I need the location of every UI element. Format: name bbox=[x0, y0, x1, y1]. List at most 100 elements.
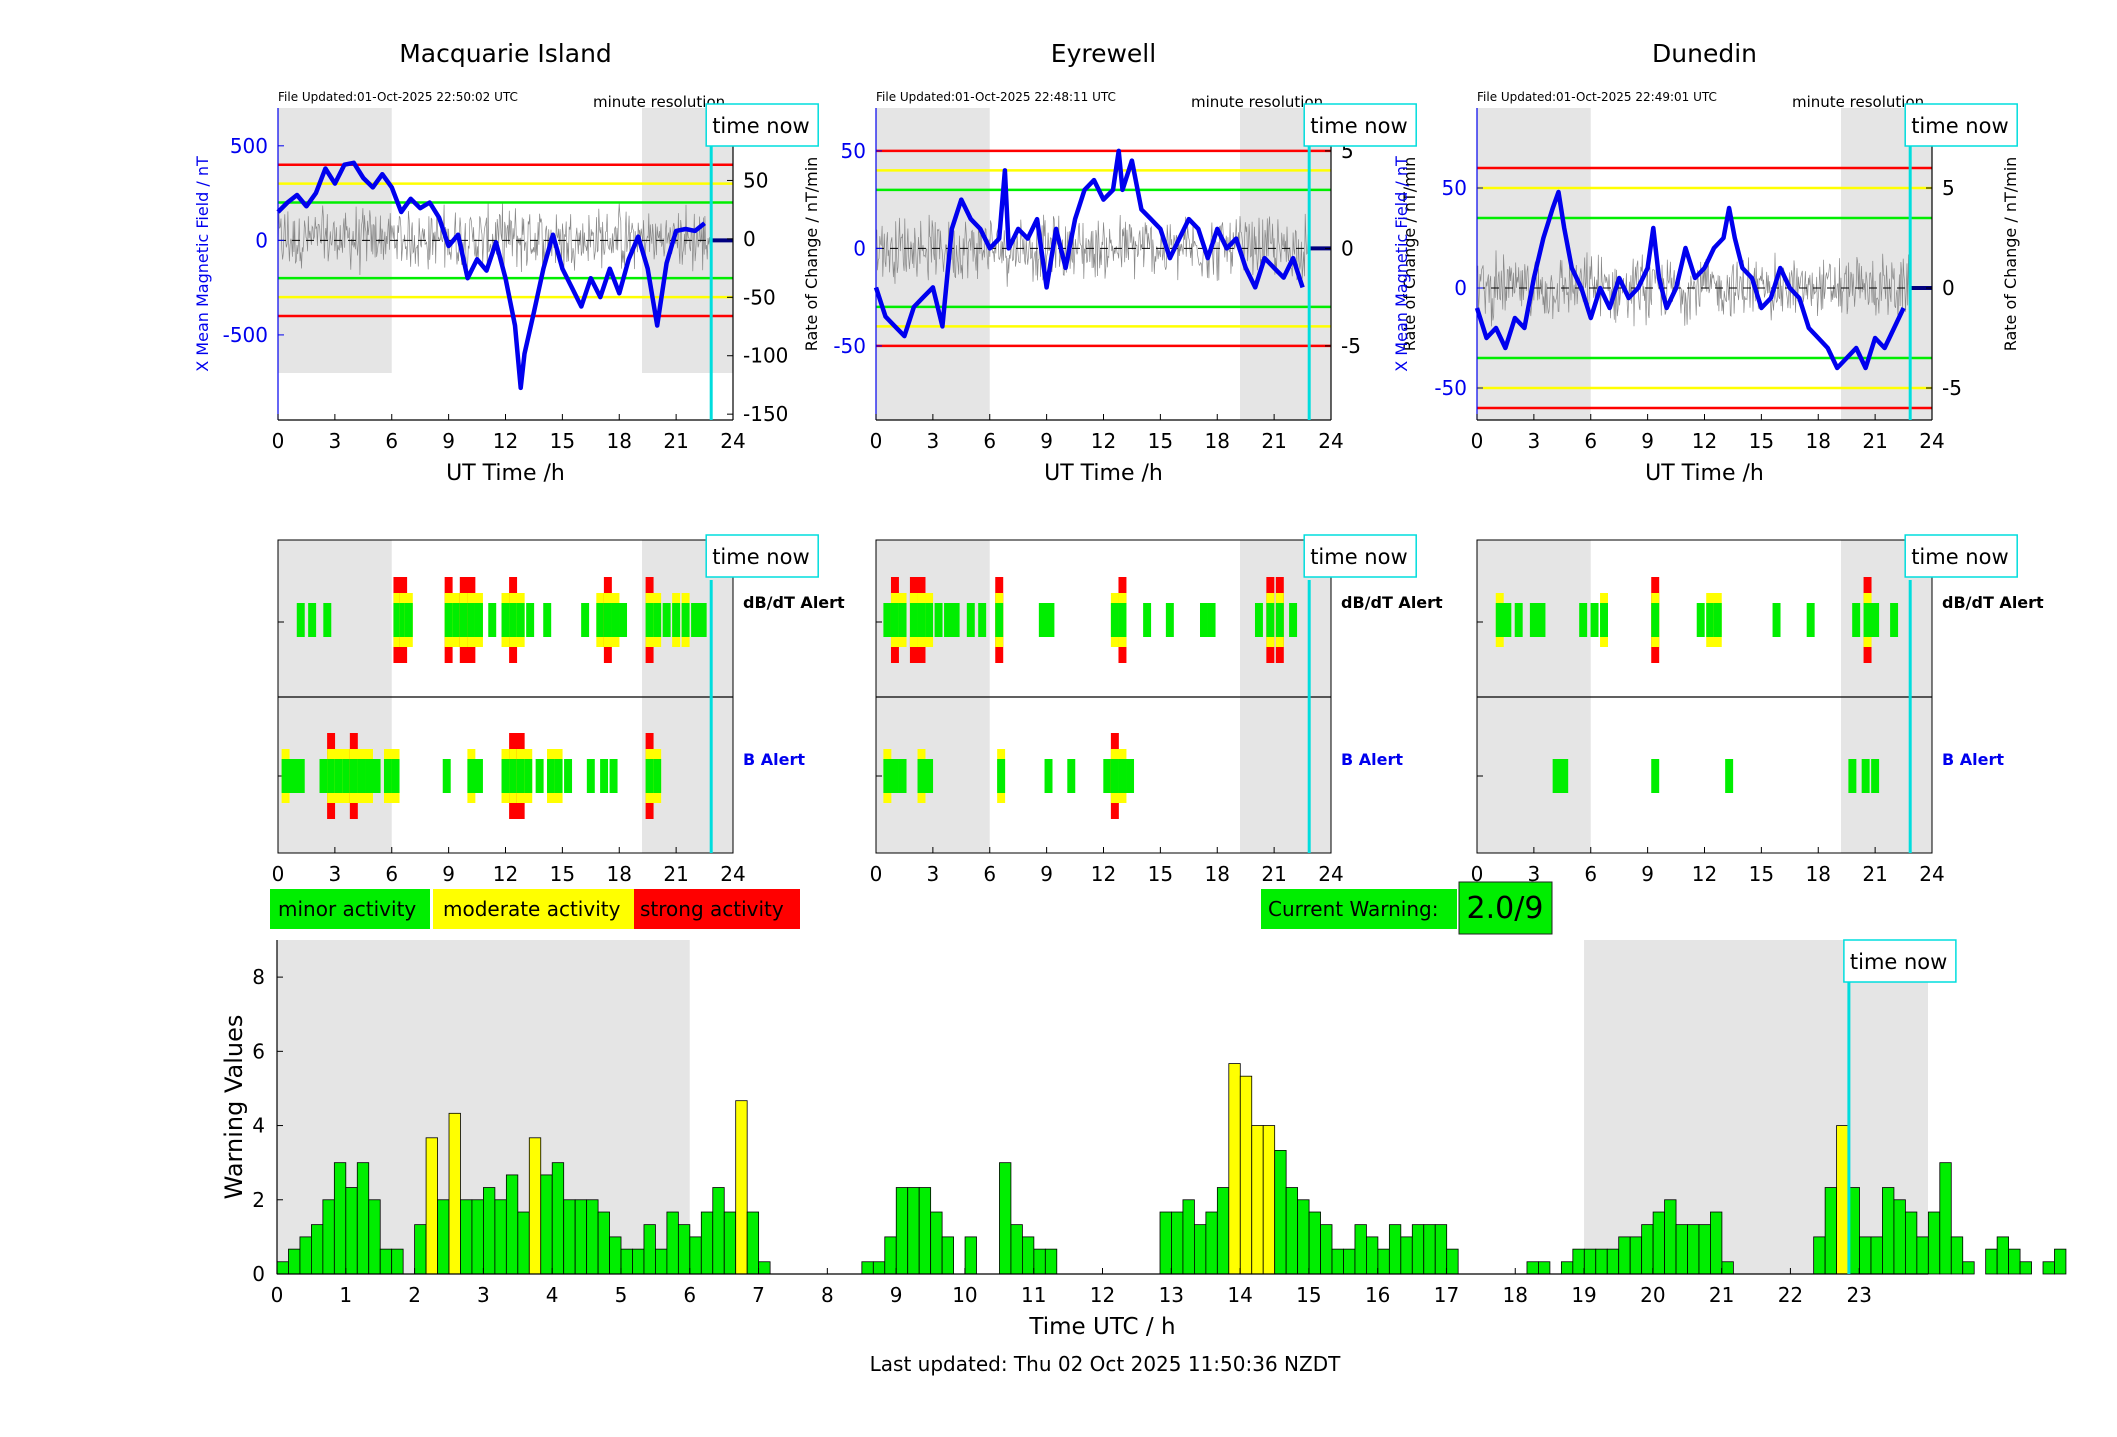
y-right-axis-label: Rate of Change / nT/min bbox=[802, 157, 821, 352]
warning-bar bbox=[1285, 1187, 1299, 1275]
b-alert-green-block bbox=[391, 759, 400, 793]
x-axis-label: UT Time /h bbox=[1044, 461, 1163, 486]
x-tick-label: 9 bbox=[442, 429, 455, 453]
warning-bar bbox=[368, 1199, 381, 1275]
time-now-box bbox=[1303, 103, 1417, 147]
alert-x-tick-label: 3 bbox=[329, 862, 342, 886]
y-left-axis-label: X Mean Magnetic Field / nT bbox=[193, 156, 212, 372]
warning-bar bbox=[1687, 1224, 1700, 1275]
db-dt-alert-green-block bbox=[1590, 603, 1599, 637]
db-dt-alert-green-block bbox=[1038, 603, 1047, 637]
warning-bar bbox=[1274, 1150, 1287, 1275]
warning-bar bbox=[907, 1187, 920, 1275]
warning-x-tick-label: 9 bbox=[890, 1283, 903, 1307]
alert-x-tick-label: 3 bbox=[927, 862, 940, 886]
warning-bar bbox=[414, 1224, 427, 1275]
y-left-tick-label: -50 bbox=[1434, 376, 1467, 400]
x-tick-label: 3 bbox=[329, 429, 342, 453]
warning-bar bbox=[620, 1248, 633, 1275]
db-dt-alert-green-block bbox=[672, 603, 681, 637]
warning-bar bbox=[276, 1261, 289, 1275]
y-right-tick-label: 50 bbox=[743, 168, 768, 192]
warning-bar bbox=[1354, 1224, 1367, 1275]
warning-y-tick-label: 6 bbox=[252, 1039, 265, 1063]
time-now-label: time now bbox=[1310, 114, 1407, 138]
alert-x-tick-label: 9 bbox=[1040, 862, 1053, 886]
warning-x-tick-label: 16 bbox=[1365, 1283, 1390, 1307]
db-dt-alert-green-block bbox=[509, 603, 518, 637]
b-alert-green-block bbox=[1126, 759, 1135, 793]
warning-x-axis-label: Time UTC / h bbox=[1028, 1314, 1175, 1340]
b-alert-green-block bbox=[925, 759, 934, 793]
y-left-tick-label: -500 bbox=[223, 323, 268, 347]
db-dt-alert-green-block bbox=[1806, 603, 1815, 637]
y-left-tick-label: 0 bbox=[1454, 276, 1467, 300]
b-alert-green-block bbox=[586, 759, 595, 793]
db-dt-alert-green-block bbox=[488, 603, 497, 637]
warning-bar bbox=[1377, 1248, 1390, 1275]
warning-bar bbox=[1859, 1236, 1872, 1275]
db-dt-alert-green-block bbox=[308, 603, 317, 637]
db-dt-alert-green-block bbox=[323, 603, 332, 637]
warning-bar bbox=[872, 1261, 886, 1275]
resolution-label: minute resolution bbox=[593, 93, 725, 111]
warning-bar bbox=[941, 1236, 954, 1275]
warning-bar bbox=[1388, 1224, 1402, 1275]
warning-x-tick-label: 11 bbox=[1021, 1283, 1046, 1307]
y-right-tick-label: -100 bbox=[743, 344, 788, 368]
warning-bar bbox=[677, 1224, 691, 1275]
b-alert-green-block bbox=[535, 759, 544, 793]
warning-bar bbox=[1205, 1211, 1218, 1275]
db-dt-alert-green-block bbox=[516, 603, 525, 637]
warning-bar bbox=[460, 1199, 473, 1275]
alert-x-tick-label: 18 bbox=[1806, 862, 1831, 886]
db-dt-alert-green-block bbox=[1266, 603, 1275, 637]
current-warning-label: Current Warning: bbox=[1268, 897, 1438, 921]
db-dt-alert-label: dB/dT Alert bbox=[743, 593, 845, 612]
warning-bar bbox=[471, 1199, 484, 1275]
y-right-axis-label: Rate of Change / nT/min bbox=[2001, 157, 2020, 352]
db-dt-alert-green-block bbox=[467, 603, 476, 637]
x-tick-label: 24 bbox=[720, 429, 745, 453]
alert-x-tick-label: 15 bbox=[1148, 862, 1173, 886]
warning-bar bbox=[655, 1248, 668, 1275]
b-alert-green-block bbox=[327, 759, 336, 793]
warning-x-tick-label: 5 bbox=[615, 1283, 628, 1307]
warning-bar bbox=[632, 1248, 645, 1275]
b-alert-green-block bbox=[1110, 759, 1119, 793]
warning-bar bbox=[563, 1199, 576, 1275]
b-alert-green-block bbox=[334, 759, 343, 793]
b-alert-green-block bbox=[349, 759, 358, 793]
warning-bar bbox=[2019, 1261, 2032, 1275]
b-alert-green-block bbox=[442, 759, 451, 793]
b-alert-green-block bbox=[365, 759, 373, 793]
b-alert-green-block bbox=[289, 759, 298, 793]
warning-bar bbox=[1939, 1162, 1952, 1275]
db-dt-alert-label: dB/dT Alert bbox=[1942, 593, 2044, 612]
db-dt-alert-green-block bbox=[1696, 603, 1705, 637]
warning-bar bbox=[1182, 1199, 1195, 1275]
db-dt-alert-green-block bbox=[501, 603, 510, 637]
db-dt-alert-green-block bbox=[1537, 603, 1546, 637]
warning-bar bbox=[1194, 1224, 1207, 1275]
b-alert-green-block bbox=[547, 759, 555, 793]
warning-bar bbox=[1950, 1236, 1964, 1275]
db-dt-alert-green-block bbox=[1118, 603, 1127, 637]
x-tick-label: 18 bbox=[607, 429, 632, 453]
db-dt-alert-green-block bbox=[459, 603, 468, 637]
warning-bar bbox=[1239, 1075, 1253, 1275]
db-dt-alert-green-block bbox=[399, 603, 408, 637]
warning-bar bbox=[1962, 1261, 1975, 1275]
db-dt-alert-green-block bbox=[1207, 603, 1216, 637]
x-tick-label: 6 bbox=[1584, 429, 1597, 453]
time-now-box bbox=[1904, 103, 2018, 147]
time-now-label: time now bbox=[1850, 950, 1947, 974]
db-dt-alert-green-block bbox=[898, 603, 907, 637]
legend-strong-label: strong activity bbox=[640, 897, 784, 921]
y-right-tick-label: -50 bbox=[743, 285, 776, 309]
x-tick-label: 24 bbox=[1318, 429, 1343, 453]
db-dt-alert-green-block bbox=[978, 603, 987, 637]
warning-y-tick-label: 2 bbox=[252, 1188, 265, 1212]
warning-bar bbox=[1560, 1261, 1574, 1275]
station-title: Eyrewell bbox=[1051, 39, 1156, 68]
